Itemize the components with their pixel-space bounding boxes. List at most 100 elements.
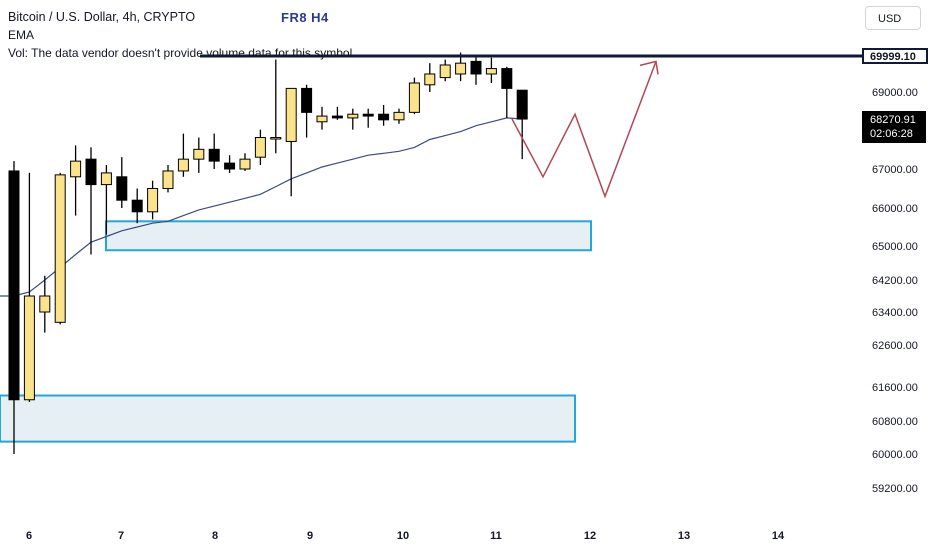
candle [485, 57, 497, 83]
candle [8, 161, 20, 454]
time-tick-label: 9 [307, 530, 313, 542]
ema-line [0, 117, 523, 297]
time-tick-label: 8 [212, 530, 218, 542]
candle [439, 59, 451, 82]
time-tick-label: 12 [584, 530, 596, 542]
candle [516, 89, 528, 160]
resistance-price-label: 69999.10 [870, 51, 916, 63]
candle [316, 106, 328, 130]
projection-arrow[interactable] [511, 60, 659, 199]
candle [301, 84, 313, 138]
candle [239, 153, 251, 171]
projection-arrowhead[interactable] [639, 60, 659, 75]
candle [424, 63, 436, 92]
candle [23, 172, 35, 402]
volume-notice: Vol: The data vendor doesn't provide vol… [8, 46, 353, 60]
candle [162, 165, 174, 193]
candle [193, 137, 205, 173]
price-tick-label: 66000.00 [872, 203, 918, 215]
ema-path [0, 117, 523, 297]
candle-body [347, 113, 359, 119]
candle-body [70, 160, 82, 178]
candle-body [162, 170, 174, 189]
candle-body [39, 295, 51, 313]
time-tick-label: 7 [118, 530, 124, 542]
chart-watermark: FR8 H4 [281, 10, 329, 25]
candle [100, 165, 112, 235]
candle [116, 157, 128, 208]
candle-body [455, 62, 467, 75]
candle-body [8, 170, 20, 401]
candle-body [485, 68, 497, 75]
price-tick-label: 67000.00 [872, 164, 918, 176]
candle-body [254, 137, 266, 158]
candle [85, 147, 97, 255]
demand-zone[interactable] [0, 394, 576, 443]
price-tick-label: 60000.00 [872, 449, 918, 461]
candle-body [177, 158, 189, 172]
candle [177, 133, 189, 177]
candle [131, 188, 143, 224]
time-tick-label: 11 [490, 530, 502, 542]
price-tick-label: 60800.00 [872, 416, 918, 428]
time-tick-label: 13 [678, 530, 690, 542]
candle [285, 87, 297, 197]
price-tick-label: 62600.00 [872, 340, 918, 352]
candle [270, 59, 282, 154]
price-tick-label: 61600.00 [872, 382, 918, 394]
bar-countdown-label: 02:06:28 [870, 128, 913, 140]
candle-body [285, 87, 297, 142]
time-tick-label: 10 [397, 530, 409, 542]
candle-body [85, 158, 97, 186]
candle [208, 133, 220, 169]
resistance-price-tag-inner [864, 50, 926, 62]
symbol-title[interactable]: Bitcoin / U.S. Dollar, 4h, CRYPTO [8, 10, 196, 24]
candle-body [208, 148, 220, 162]
candlesticks [8, 52, 528, 454]
candle-body [408, 82, 420, 113]
candle-body [54, 174, 66, 323]
candle [147, 180, 159, 220]
candle-body [439, 64, 451, 79]
candle-body [501, 68, 513, 89]
last-price-tag [862, 111, 926, 143]
ema-legend[interactable]: EMA [8, 28, 35, 42]
candle [254, 129, 266, 166]
candle [70, 145, 82, 216]
price-tick-label: 69000.00 [872, 87, 918, 99]
time-tick-label: 14 [772, 530, 785, 542]
candle [378, 104, 390, 126]
candle-body [23, 295, 35, 401]
price-axis-background [862, 0, 932, 550]
price-axis[interactable]: 69000.00 67000.00 66000.00 65000.00 64200.00… [862, 0, 932, 550]
last-price-label: 68270.91 [870, 114, 916, 126]
candle-body [470, 60, 482, 75]
candle [39, 275, 51, 333]
currency-button[interactable]: USD [865, 6, 921, 30]
candle-body [270, 137, 282, 140]
candle [54, 172, 66, 325]
candle [408, 77, 420, 115]
candle-body [131, 199, 143, 213]
candle-body [378, 113, 390, 121]
time-axis[interactable]: 6 7 8 9 10 11 12 13 14 [26, 530, 785, 542]
candle-body [362, 113, 374, 117]
price-tick-label: 65000.00 [872, 241, 918, 253]
candle-body [393, 111, 405, 121]
price-tick-label: 59200.00 [872, 483, 918, 495]
candle [347, 108, 359, 130]
projection-path[interactable] [511, 61, 657, 199]
demand-zone[interactable] [105, 220, 592, 252]
price-tick-label: 64200.00 [872, 275, 918, 287]
candle [501, 66, 513, 118]
candle-body [424, 73, 436, 86]
candle-body [331, 115, 343, 119]
candle-body [116, 176, 128, 201]
candle-body [100, 172, 112, 186]
candle-body [193, 148, 205, 160]
candle-body [516, 89, 528, 120]
candle-body [239, 158, 251, 170]
candle-body [316, 115, 328, 123]
candle-body [147, 188, 159, 213]
